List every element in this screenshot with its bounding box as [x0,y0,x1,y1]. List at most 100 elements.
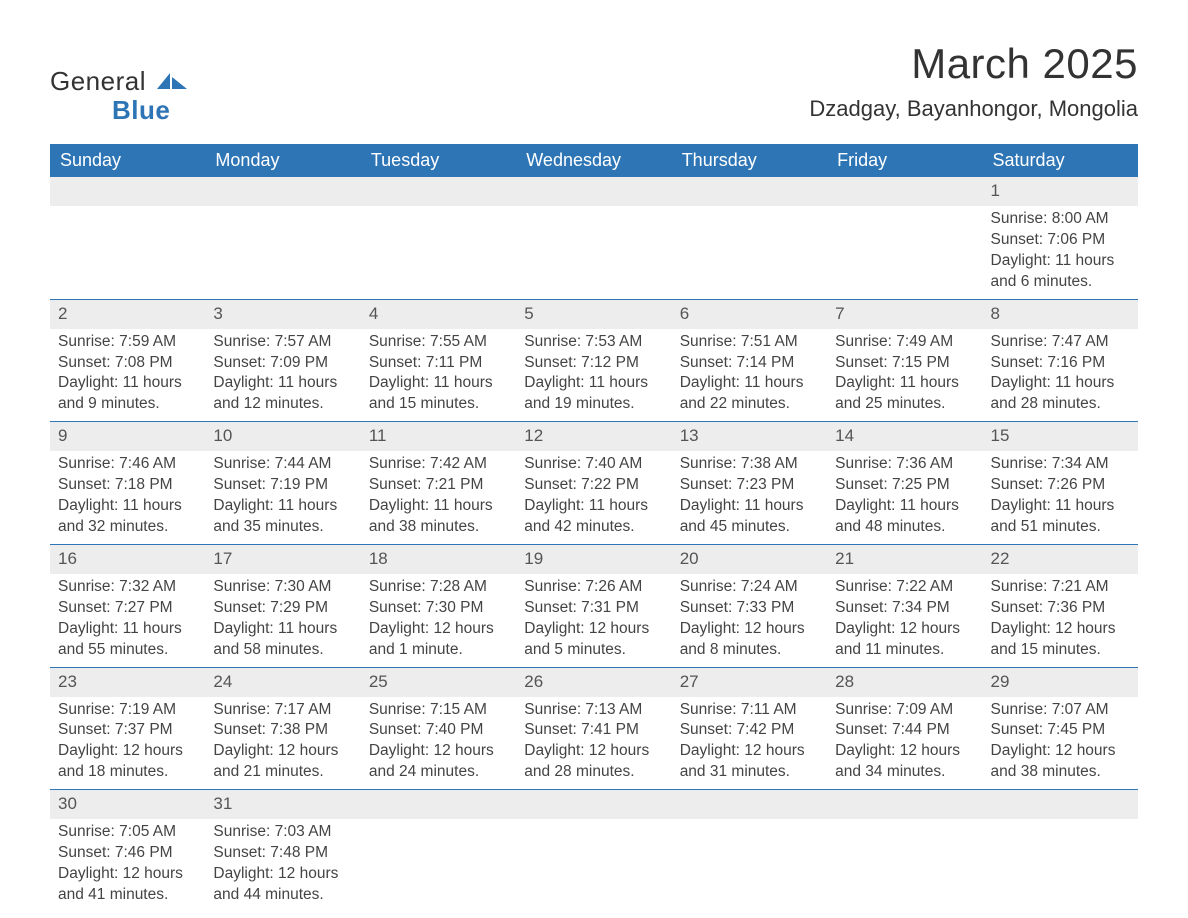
daynum-cell: 19 [516,544,671,573]
day-details: Sunrise: 7:42 AMSunset: 7:21 PMDaylight:… [361,451,516,544]
sunrise-text: Sunrise: 7:44 AM [213,454,352,475]
detail-cell [827,819,982,912]
daylight-text-1: Daylight: 11 hours [369,496,508,517]
weekday-header: Wednesday [516,144,671,177]
sunrise-text: Sunrise: 7:59 AM [58,332,197,353]
daylight-text-2: and 55 minutes. [58,640,197,661]
daynum-cell [827,177,982,206]
detail-cell [361,819,516,912]
sunset-text: Sunset: 7:14 PM [680,353,819,374]
sunset-text: Sunset: 7:27 PM [58,598,197,619]
detail-cell: Sunrise: 7:55 AMSunset: 7:11 PMDaylight:… [361,329,516,422]
day-number: 8 [983,300,1138,329]
daynum-cell: 18 [361,544,516,573]
daylight-text-2: and 28 minutes. [991,394,1130,415]
day-details: Sunrise: 7:57 AMSunset: 7:09 PMDaylight:… [205,329,360,422]
daynum-cell: 8 [983,299,1138,328]
sunrise-text: Sunrise: 7:38 AM [680,454,819,475]
day-details [516,819,671,849]
daynum-cell: 6 [672,299,827,328]
daylight-text-2: and 21 minutes. [213,762,352,783]
detail-cell: Sunrise: 7:13 AMSunset: 7:41 PMDaylight:… [516,697,671,790]
detail-cell [672,819,827,912]
page-title: March 2025 [809,40,1138,88]
daynum-cell: 20 [672,544,827,573]
daylight-text-1: Daylight: 11 hours [991,373,1130,394]
day-number: 16 [50,545,205,574]
brand-blue: Blue [50,97,187,124]
day-number [672,790,827,819]
sunrise-text: Sunrise: 7:22 AM [835,577,974,598]
detail-cell: Sunrise: 7:19 AMSunset: 7:37 PMDaylight:… [50,697,205,790]
sunrise-text: Sunrise: 7:53 AM [524,332,663,353]
detail-cell [827,206,982,299]
day-number: 19 [516,545,671,574]
daynum-cell [516,790,671,819]
day-details: Sunrise: 7:36 AMSunset: 7:25 PMDaylight:… [827,451,982,544]
sunset-text: Sunset: 7:11 PM [369,353,508,374]
detail-cell: Sunrise: 7:26 AMSunset: 7:31 PMDaylight:… [516,574,671,667]
sunset-text: Sunset: 7:06 PM [991,230,1130,251]
day-details: Sunrise: 7:53 AMSunset: 7:12 PMDaylight:… [516,329,671,422]
day-details: Sunrise: 7:34 AMSunset: 7:26 PMDaylight:… [983,451,1138,544]
day-details: Sunrise: 7:47 AMSunset: 7:16 PMDaylight:… [983,329,1138,422]
daynum-cell: 12 [516,422,671,451]
day-number [827,177,982,206]
daylight-text-2: and 18 minutes. [58,762,197,783]
day-number: 17 [205,545,360,574]
daynum-cell: 9 [50,422,205,451]
detail-cell: Sunrise: 7:05 AMSunset: 7:46 PMDaylight:… [50,819,205,912]
daylight-text-1: Daylight: 12 hours [58,864,197,885]
daylight-text-1: Daylight: 11 hours [835,373,974,394]
daylight-text-2: and 41 minutes. [58,885,197,906]
sunset-text: Sunset: 7:42 PM [680,720,819,741]
daylight-text-1: Daylight: 12 hours [524,619,663,640]
sunrise-text: Sunrise: 7:36 AM [835,454,974,475]
sunrise-text: Sunrise: 7:07 AM [991,700,1130,721]
daynum-row: 16171819202122 [50,544,1138,573]
day-details [361,206,516,236]
daylight-text-2: and 22 minutes. [680,394,819,415]
daylight-text-2: and 15 minutes. [369,394,508,415]
day-details: Sunrise: 7:40 AMSunset: 7:22 PMDaylight:… [516,451,671,544]
day-number [361,177,516,206]
detail-cell [361,206,516,299]
daynum-cell: 29 [983,667,1138,696]
detail-row: Sunrise: 8:00 AMSunset: 7:06 PMDaylight:… [50,206,1138,299]
detail-row: Sunrise: 7:19 AMSunset: 7:37 PMDaylight:… [50,697,1138,790]
daynum-cell [827,790,982,819]
daylight-text-2: and 34 minutes. [835,762,974,783]
daylight-text-1: Daylight: 11 hours [213,619,352,640]
detail-cell: Sunrise: 7:21 AMSunset: 7:36 PMDaylight:… [983,574,1138,667]
day-number: 11 [361,422,516,451]
daynum-cell: 11 [361,422,516,451]
sunrise-text: Sunrise: 7:28 AM [369,577,508,598]
daylight-text-1: Daylight: 11 hours [213,373,352,394]
day-number: 29 [983,668,1138,697]
daynum-row: 2345678 [50,299,1138,328]
daylight-text-2: and 44 minutes. [213,885,352,906]
daynum-cell: 31 [205,790,360,819]
daynum-cell: 25 [361,667,516,696]
day-number: 21 [827,545,982,574]
daylight-text-1: Daylight: 11 hours [524,373,663,394]
daylight-text-1: Daylight: 11 hours [524,496,663,517]
detail-cell: Sunrise: 7:15 AMSunset: 7:40 PMDaylight:… [361,697,516,790]
detail-cell [205,206,360,299]
daylight-text-1: Daylight: 11 hours [835,496,974,517]
daylight-text-1: Daylight: 11 hours [58,619,197,640]
day-number: 12 [516,422,671,451]
daylight-text-2: and 48 minutes. [835,517,974,538]
sunset-text: Sunset: 7:29 PM [213,598,352,619]
daylight-text-2: and 58 minutes. [213,640,352,661]
detail-cell: Sunrise: 7:34 AMSunset: 7:26 PMDaylight:… [983,451,1138,544]
weekday-header: Monday [205,144,360,177]
daylight-text-2: and 38 minutes. [369,517,508,538]
detail-cell: Sunrise: 7:11 AMSunset: 7:42 PMDaylight:… [672,697,827,790]
day-details [672,819,827,849]
day-details: Sunrise: 8:00 AMSunset: 7:06 PMDaylight:… [983,206,1138,299]
sunrise-text: Sunrise: 7:57 AM [213,332,352,353]
detail-cell: Sunrise: 7:24 AMSunset: 7:33 PMDaylight:… [672,574,827,667]
daylight-text-1: Daylight: 12 hours [991,619,1130,640]
day-number: 15 [983,422,1138,451]
